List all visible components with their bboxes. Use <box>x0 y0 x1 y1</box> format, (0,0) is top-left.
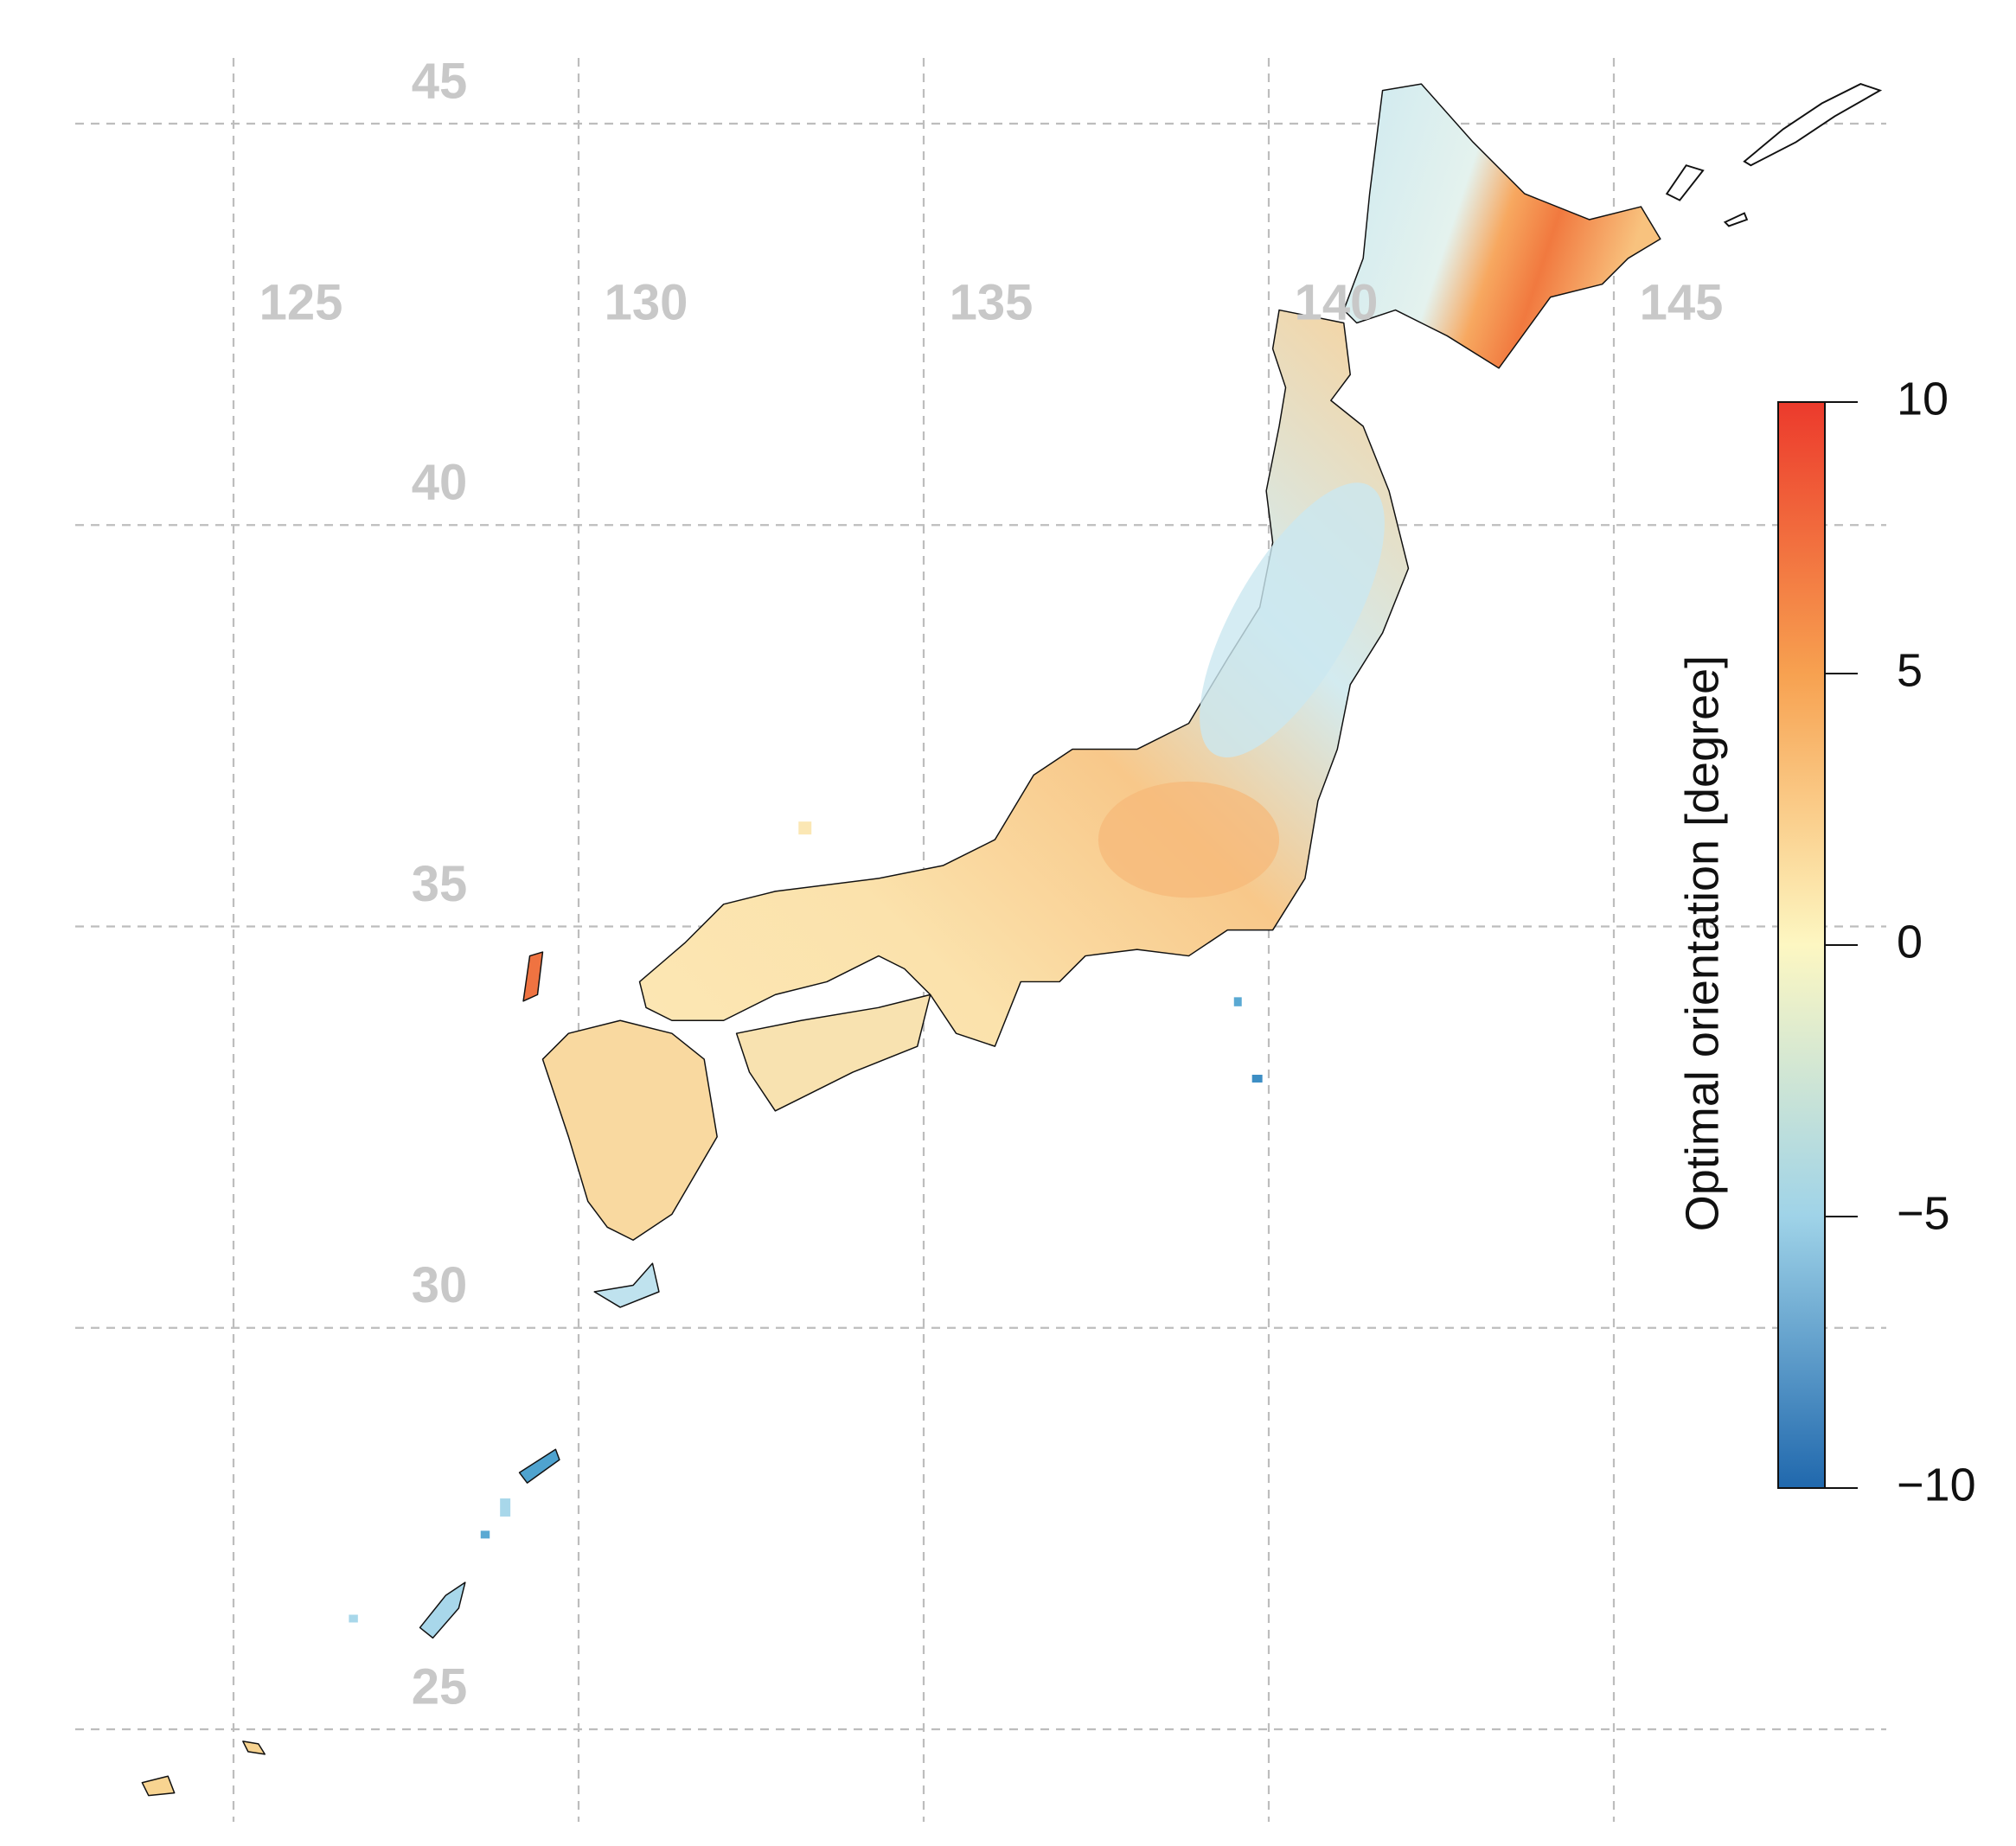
lon-label: 140 <box>1295 274 1379 330</box>
colorbar-label: Optimal orientation [degree] <box>1676 655 1728 1231</box>
land <box>141 83 1883 1797</box>
lat-label: 40 <box>412 455 468 511</box>
colorbar-ticks: 10 5 0 −5 −10 <box>1825 373 1976 1511</box>
colorbar-tick-label: −10 <box>1897 1459 1976 1511</box>
colorbar-tick-label: 5 <box>1897 644 1923 696</box>
island <box>1233 997 1242 1006</box>
kyushu <box>541 1019 718 1241</box>
kuril <box>1665 83 1883 227</box>
island <box>500 1498 511 1517</box>
island <box>522 951 544 1002</box>
island <box>1251 1075 1263 1083</box>
lat-label: 30 <box>412 1257 468 1313</box>
island <box>141 1775 176 1797</box>
lat-label: 25 <box>412 1658 468 1715</box>
lon-label: 135 <box>950 274 1034 330</box>
shade <box>1200 482 1385 757</box>
island <box>480 1530 490 1539</box>
lon-label: 130 <box>605 274 688 330</box>
island <box>518 1448 560 1484</box>
island <box>593 1262 660 1308</box>
colorbar <box>1777 401 1826 1489</box>
hokkaido <box>1343 83 1661 369</box>
lat-label: 45 <box>412 53 468 109</box>
lon-label: 145 <box>1640 274 1724 330</box>
colorbar-tick-label: −5 <box>1897 1187 1950 1239</box>
shikoku <box>735 993 931 1112</box>
lon-label: 125 <box>259 274 343 330</box>
colorbar-tick-label: 10 <box>1897 373 1949 425</box>
island <box>798 821 812 835</box>
island <box>349 1614 358 1623</box>
colorbar-tick-label: 0 <box>1897 916 1923 968</box>
island <box>419 1581 466 1639</box>
graticule <box>75 58 1886 1822</box>
shade <box>1098 781 1280 898</box>
island <box>242 1741 266 1755</box>
lat-label: 35 <box>412 856 468 912</box>
